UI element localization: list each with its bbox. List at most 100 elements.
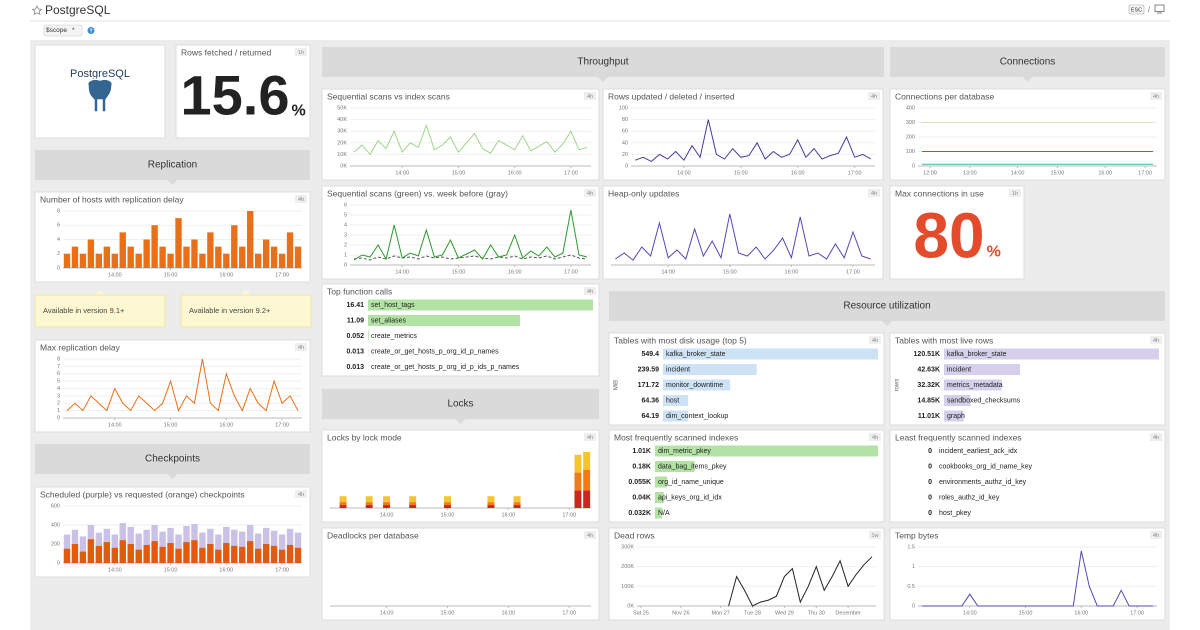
section-header <box>35 444 310 474</box>
favorite-star[interactable] <box>31 5 43 16</box>
timeframe-badge <box>868 189 880 197</box>
toplist-label: incident <box>666 366 690 373</box>
help-icon[interactable] <box>87 27 95 34</box>
x-tick-label: 14:00 <box>108 567 122 573</box>
toplist-bar <box>944 395 971 406</box>
bar <box>231 545 238 563</box>
timeframe-badge <box>1150 92 1162 100</box>
toplist-label: create_or_get_hosts_p_org_id_p_names <box>371 348 499 355</box>
timeframe-label: 4h <box>1153 338 1159 344</box>
bar <box>223 543 230 563</box>
bar <box>103 246 111 268</box>
tv-mode-icon[interactable] <box>1154 4 1165 12</box>
x-tick-label: 16:00 <box>1074 610 1088 616</box>
query-unit: % <box>292 103 306 120</box>
x-tick-label: Nov 26 <box>672 610 689 616</box>
x-tick-label: 15:00 <box>452 269 466 275</box>
toplist-bar <box>663 348 878 360</box>
y-tick-label: 20 <box>622 152 628 158</box>
series-line <box>615 213 871 261</box>
bar <box>574 472 582 491</box>
toplist-label: sandboxed_checksums <box>947 397 1021 404</box>
x-tick-label: 17:00 <box>1130 610 1144 616</box>
y-tick-label: 7 <box>57 364 60 370</box>
bar <box>135 533 142 563</box>
bar <box>574 490 582 508</box>
toplist-bar <box>663 379 731 391</box>
widget-frame <box>34 339 311 433</box>
y-tick-label: 0 <box>625 163 628 169</box>
toplist-bar <box>944 348 1159 360</box>
bar <box>79 253 87 268</box>
timeframe-label: 1h <box>298 50 304 56</box>
section-header <box>35 150 310 180</box>
x-tick-label: 17:00 <box>562 512 576 518</box>
separator: / <box>1148 7 1150 14</box>
section-title: Connections <box>1000 57 1056 68</box>
widget-frame <box>889 88 1166 181</box>
widget-title: Max replication delay <box>40 342 121 352</box>
bar <box>135 549 142 563</box>
bar <box>143 239 150 268</box>
x-tick-label: 14:00 <box>108 422 122 428</box>
toplist-value: 0 <box>928 479 932 486</box>
widget-frame <box>175 44 311 139</box>
widget-title: Locks by lock mode <box>327 432 402 442</box>
widget-title: Number of hosts with replication delay <box>40 194 184 204</box>
esc-button[interactable] <box>1128 4 1145 15</box>
toplist-label: api_keys_org_id_idx <box>658 494 722 501</box>
y-tick-label: 5 <box>57 379 60 385</box>
widget-title: Rows fetched / returned <box>181 47 272 57</box>
x-tick-label: 16:00 <box>791 170 805 176</box>
bar <box>111 253 118 268</box>
toplist-label: dim_metric_pkey <box>658 448 711 455</box>
toplist-label: host_pkey <box>939 510 971 517</box>
bar <box>199 547 206 563</box>
bar <box>383 502 391 506</box>
template-variable-name: $scope <box>46 27 67 34</box>
template-variable-value: * <box>72 27 75 34</box>
widget-title: Tables with most live rows <box>895 335 993 345</box>
y-tick-label: 200 <box>51 541 60 547</box>
note-text: Available in version 9.2+ <box>189 306 271 315</box>
y-tick-label: 3 <box>57 393 60 399</box>
y-tick-label: 0K <box>627 603 634 609</box>
toplist-label: create_metrics <box>371 333 417 340</box>
widget-frame <box>321 283 600 377</box>
toplist-label: N/A <box>658 510 670 517</box>
toplist-label: roles_authz_id_key <box>939 494 1000 501</box>
x-tick-label: 16:00 <box>219 567 233 573</box>
bar <box>278 549 286 563</box>
widget-title: Sequential scans vs index scans <box>327 91 450 101</box>
y-tick-label: 6 <box>57 223 60 229</box>
widget-frame <box>602 88 884 181</box>
timeframe-label: 4h <box>1153 533 1159 539</box>
note <box>34 294 166 328</box>
bar <box>151 541 158 563</box>
timeframe-label: 4h <box>872 435 878 441</box>
x-tick-label: 14:00 <box>380 512 394 518</box>
y-tick-label: 2 <box>57 251 60 257</box>
bar <box>513 502 521 506</box>
bar <box>365 502 373 506</box>
toplist-label: incident_earliest_ack_idx <box>939 448 1018 455</box>
y-tick-label: 400 <box>51 522 60 528</box>
bar <box>286 544 294 563</box>
bar <box>383 496 391 503</box>
widget-title: Connections per database <box>895 91 995 101</box>
y-tick-label: 300K <box>621 544 634 550</box>
toplist-label: set_host_tags <box>371 302 415 309</box>
unit-label: rows <box>895 379 901 392</box>
widget-frame <box>889 332 1166 426</box>
toplist-value: 239.59 <box>638 366 660 373</box>
bar <box>286 232 294 268</box>
toplist-value: 0 <box>928 448 932 455</box>
timeframe-badge <box>1009 189 1021 197</box>
template-variable[interactable] <box>43 24 83 37</box>
toplist-value: 14.85K <box>917 397 940 404</box>
timeframe-badge <box>584 433 596 441</box>
y-tick-label: 0 <box>912 163 915 169</box>
widget-title: Heap-only updates <box>608 188 679 198</box>
section-title: Locks <box>447 399 473 410</box>
